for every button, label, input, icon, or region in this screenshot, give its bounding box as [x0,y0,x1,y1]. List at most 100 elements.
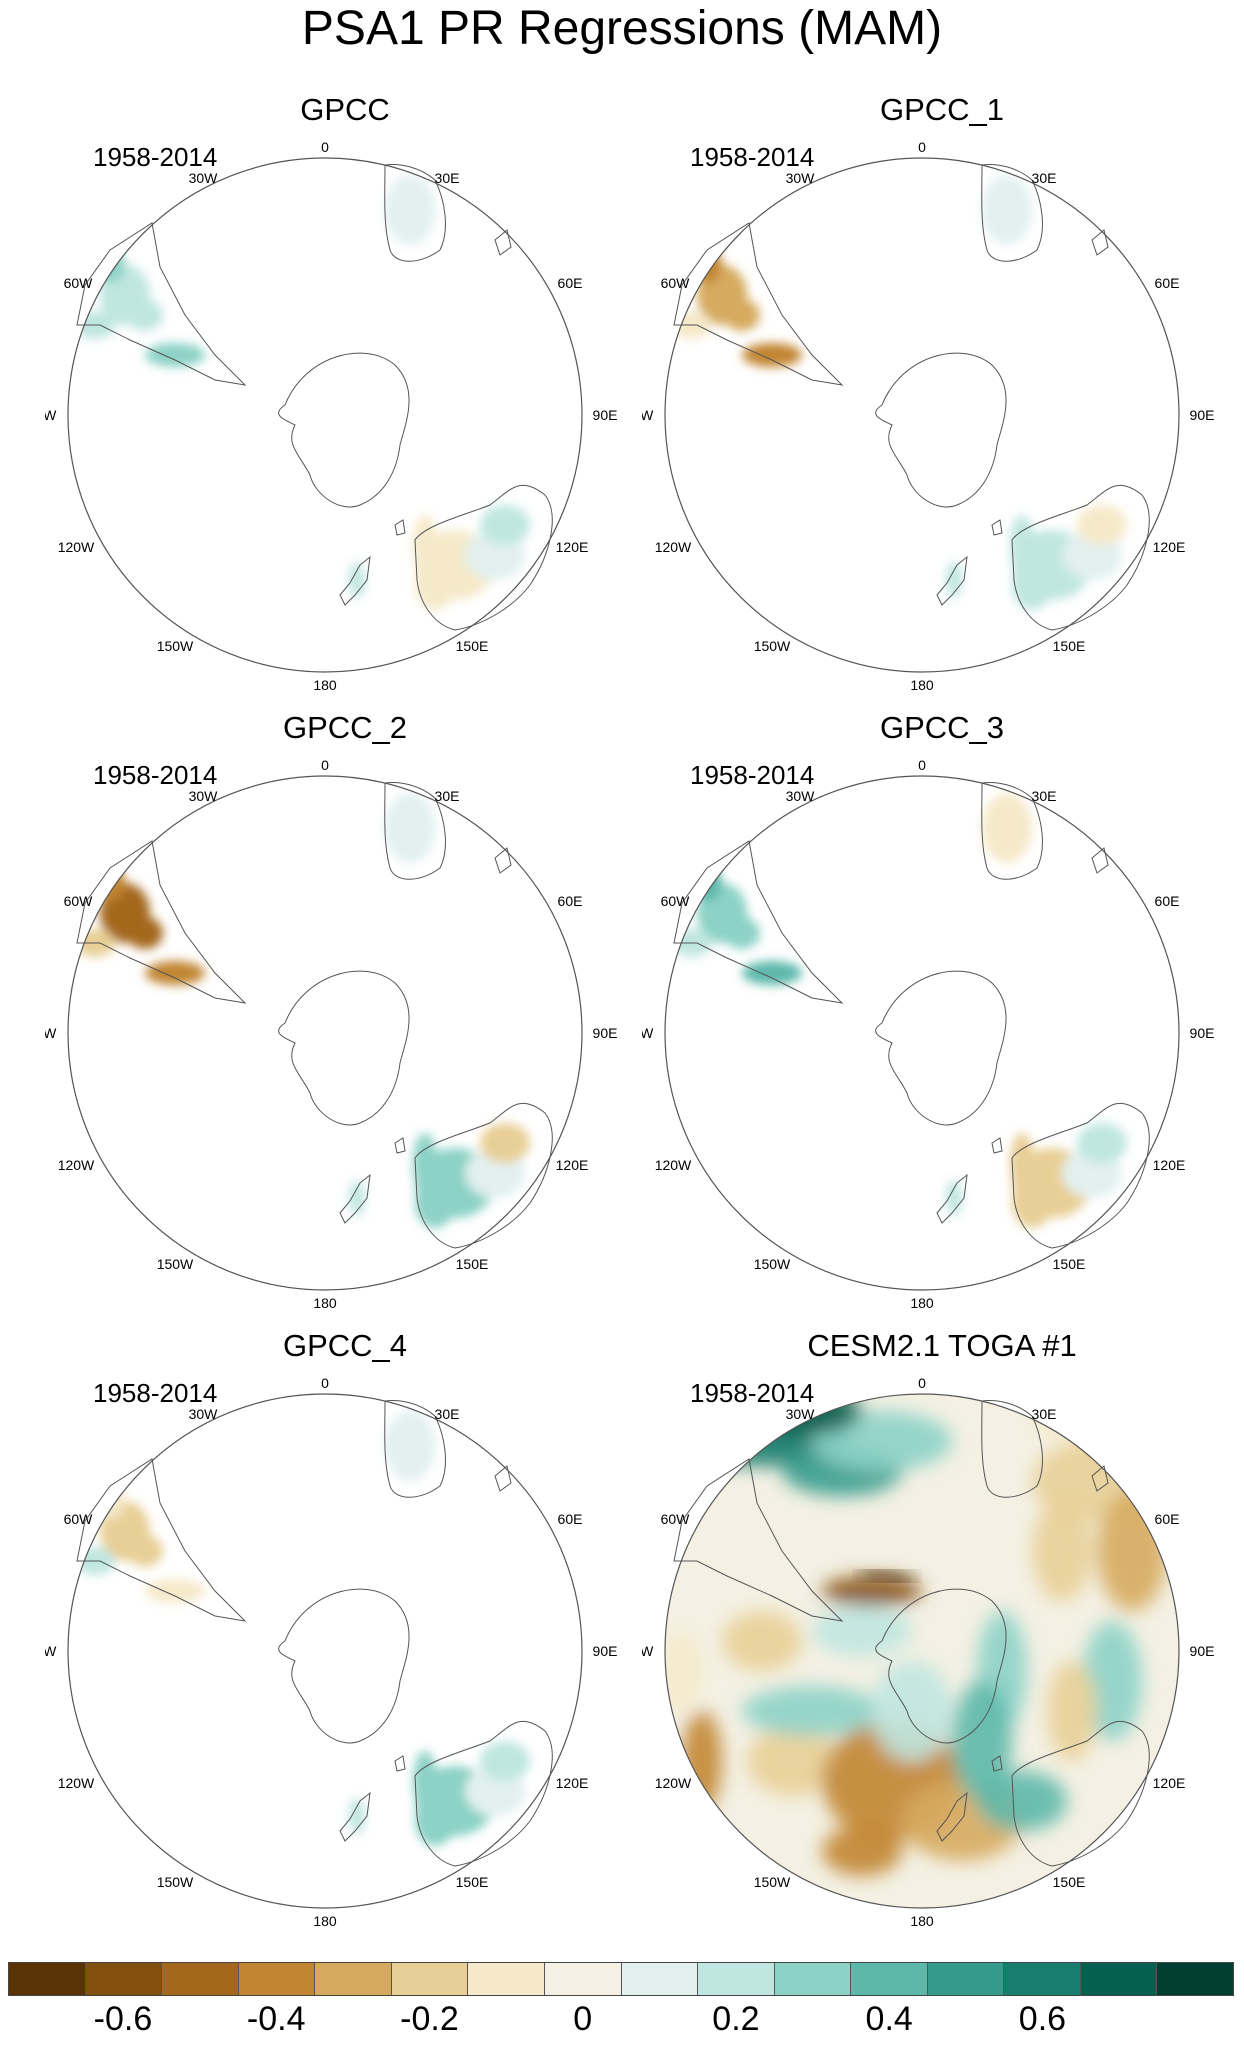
longitude-label: 120W [655,1775,692,1791]
longitude-label: 30E [1032,788,1057,804]
longitude-label: 0 [918,139,926,155]
coastline [339,1791,371,1842]
map-panel: GPCC_1 0 180 30W 30E 60W 60E 90W 90E 120W 120E 150W… [642,92,1242,712]
polar-map: 0 180 30W 30E 60W 60E 90W 90E 120W 120E 150W 150E [45,757,618,1311]
regression-blob [822,1576,922,1606]
colorbar-segment [698,1963,775,1995]
regression-blob [812,1606,912,1656]
panel-period: 1958-2014 [93,142,218,172]
longitude-label: 180 [313,1295,337,1311]
regression-blob [822,1826,902,1876]
longitude-label: 180 [910,1913,934,1929]
longitude-label: 0 [918,757,926,773]
longitude-label: 90E [593,1643,618,1659]
longitude-label: 90W [642,407,654,423]
polar-map: 0 180 30W 30E 60W 60E 90W 90E 120W 120E 150W 150E [45,1375,618,1929]
colorbar-labels: -0.6 -0.4 -0.2 0 0.2 0.4 0.6 [0,2000,1244,2047]
panel-period: 1958-2014 [690,760,815,790]
longitude-label: 30W [189,170,219,186]
longitude-label: 150E [1053,638,1086,654]
longitude-label: 30W [189,1406,219,1422]
coastline [278,352,410,508]
coastline [981,1400,1043,1498]
panel-title: CESM2.1 TOGA #1 [807,1328,1077,1363]
coastline [494,1465,512,1492]
longitude-label: 60E [1155,1511,1180,1527]
longitude-label: 30W [786,1406,816,1422]
longitude-label: 90W [45,1025,57,1041]
colorbar-segment [1004,1963,1081,1995]
coastline [394,1755,406,1772]
longitude-label: 180 [313,677,337,693]
longitude-label: 30W [189,788,219,804]
longitude-label: 120E [1153,1775,1186,1791]
longitude-label: 60E [1155,893,1180,909]
panel-title: GPCC_4 [282,1328,408,1363]
longitude-label: 60W [661,893,691,909]
regression-blob [722,1611,802,1671]
coastline [991,519,1003,536]
colorbar-label: 0.6 [1018,2000,1067,2038]
colorbar-segment [238,1963,316,1995]
regression-blob [682,1711,722,1811]
coastline [673,840,844,1004]
colorbar-segment [927,1963,1005,1995]
coastline [991,1137,1003,1154]
coastline [394,519,406,536]
colorbar-label: -0.6 [93,2000,153,2038]
colorbar-segment [1157,1963,1233,1995]
longitude-label: 60W [661,275,691,291]
longitude-label: 120W [58,1775,95,1791]
regression-blob [1032,1501,1092,1601]
longitude-label: 60W [64,275,94,291]
colorbar [8,1962,1234,1996]
longitude-label: 120E [556,1775,589,1791]
regression-blob [952,1681,1012,1801]
colorbar-label: -0.4 [246,2000,306,2038]
panel-period: 1958-2014 [93,1378,218,1408]
longitude-label: 60E [558,1511,583,1527]
longitude-label: 0 [918,1375,926,1391]
figure-title: PSA1 PR Regressions (MAM) [301,2,943,55]
colorbar-label: 0.2 [712,2000,760,2038]
coastline [1091,229,1109,256]
longitude-label: 120W [58,539,95,555]
coastline [673,1458,844,1622]
panel-period: 1958-2014 [690,1378,815,1408]
longitude-label: 180 [313,1913,337,1929]
coastline [339,1173,371,1224]
coastline [981,782,1043,880]
panel-title: GPCC [300,92,390,127]
longitude-label: 90W [45,407,57,423]
coastline [875,1588,1007,1744]
regression-blob [665,1631,702,1711]
colorbar-segment [544,1963,622,1995]
longitude-label: 120E [1153,539,1186,555]
longitude-label: 60W [661,1511,691,1527]
colorbar-label: 0 [573,2000,593,2038]
longitude-label: 180 [910,677,934,693]
longitude-label: 60W [64,893,94,909]
longitude-label: 30W [786,788,816,804]
coastline [1091,1465,1109,1492]
colorbar-label: -0.2 [400,2000,459,2038]
coastline [339,555,371,606]
colorbar-segment [162,1963,239,1995]
coastline [936,1173,968,1224]
coastline [936,555,968,606]
coastline [76,222,247,386]
coastline [278,1588,410,1744]
coastline [278,970,410,1126]
longitude-label: 90E [593,1025,618,1041]
coastline [875,352,1007,508]
map-panel: GPCC_2 0 180 30W 30E 60W 60E 90W 90E 120W 120E 150W… [45,710,645,1330]
longitude-label: 30E [435,170,460,186]
longitude-label: 30E [435,788,460,804]
coastline [875,970,1007,1126]
coastline [991,1755,1003,1772]
map-panel: GPCC 0 180 30W 30E 60W 60E 90W 90E 120W 120E 150W 15… [45,92,645,712]
longitude-label: 30E [1032,1406,1057,1422]
longitude-label: 90W [45,1643,57,1659]
longitude-label: 150W [754,1256,791,1272]
panel-period: 1958-2014 [690,142,815,172]
